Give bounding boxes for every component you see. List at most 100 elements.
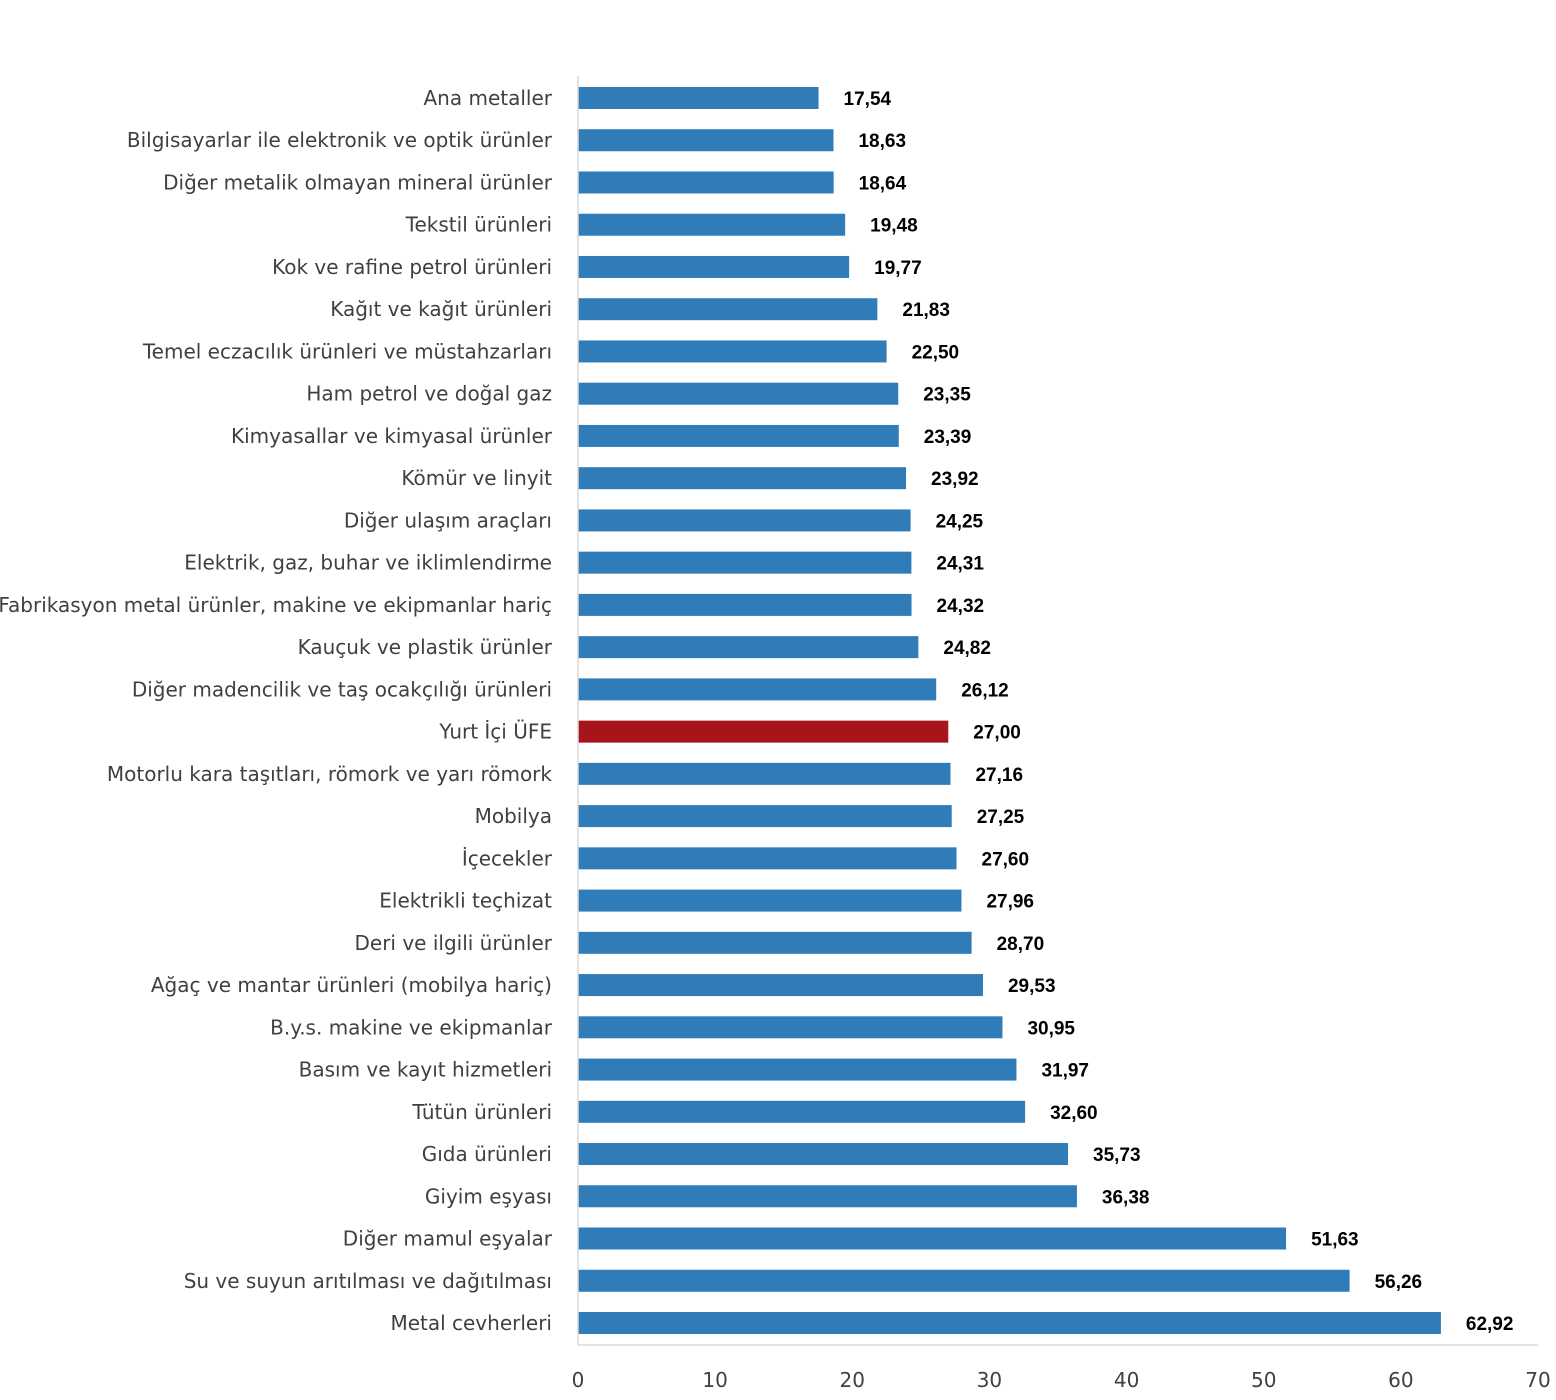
bar [578, 255, 850, 278]
bar [578, 382, 899, 405]
data-label: 62,92 [1466, 1314, 1514, 1335]
category-label: Tütün ürünleri [411, 1100, 552, 1124]
category-label: Giyim eşyası [425, 1184, 552, 1208]
category-label: Kok ve rafine petrol ürünleri [272, 255, 552, 279]
bar [578, 171, 834, 194]
category-label: Ağaç ve mantar ürünleri (mobilya hariç) [151, 973, 552, 997]
data-label: 27,16 [975, 765, 1023, 786]
bar [578, 1143, 1069, 1166]
data-label: 17,54 [844, 89, 892, 110]
category-label: Diğer madencilik ve taş ocakçılığı ürünl… [132, 677, 552, 701]
x-tick-label: 60 [1388, 1368, 1413, 1392]
bar [578, 678, 937, 701]
bar [578, 298, 878, 321]
category-label: Diğer metalik olmayan mineral ürünler [163, 170, 553, 194]
data-label: 24,25 [936, 511, 984, 532]
bar [578, 847, 957, 870]
data-label: 51,63 [1311, 1230, 1359, 1251]
data-label: 24,82 [943, 638, 991, 659]
category-label: Motorlu kara taşıtları, römork ve yarı r… [107, 762, 553, 786]
bar [578, 889, 962, 912]
bar [578, 424, 899, 447]
data-label: 18,63 [858, 131, 906, 152]
bar [578, 551, 912, 574]
category-label: Ana metaller [424, 86, 553, 110]
x-tick-label: 20 [840, 1368, 865, 1392]
data-label: 24,32 [937, 596, 985, 617]
data-label: 27,00 [973, 723, 1021, 744]
data-label: 21,83 [902, 300, 950, 321]
category-label: Bilgisayarlar ile elektronik ve optik ür… [127, 128, 553, 152]
data-label: 30,95 [1027, 1018, 1075, 1039]
data-label: 27,96 [986, 892, 1034, 913]
data-label: 56,26 [1375, 1272, 1423, 1293]
x-tick-label: 30 [977, 1368, 1002, 1392]
bar [578, 805, 952, 828]
category-label: Temel eczacılık ürünleri ve müstahzarlar… [142, 339, 552, 363]
bar [578, 1312, 1441, 1334]
bar [578, 129, 834, 152]
data-label: 23,92 [931, 469, 979, 490]
data-label: 29,53 [1008, 976, 1056, 997]
category-label: Tekstil ürünleri [405, 213, 552, 237]
bar [578, 720, 949, 743]
x-tick-label: 0 [572, 1368, 585, 1392]
bar [578, 636, 919, 659]
category-label: Kimyasallar ve kimyasal ürünler [231, 424, 553, 448]
bars-group: Ana metaller 17,54 Bilgisayarlar ile elekt… [0, 86, 1513, 1335]
data-label: 19,48 [870, 216, 918, 237]
category-label: Gıda ürünleri [422, 1142, 552, 1166]
bar [578, 974, 983, 997]
category-label: Yurt İçi ÜFE [438, 720, 552, 744]
category-label: B.y.s. makine ve ekipmanlar [270, 1015, 553, 1039]
data-label: 36,38 [1102, 1187, 1150, 1208]
data-label: 32,60 [1050, 1103, 1098, 1124]
category-label: Diğer ulaşım araçları [344, 508, 552, 532]
data-label: 26,12 [961, 680, 1009, 701]
category-label: Fabrikasyon metal ürünler, makine ve eki… [0, 593, 552, 617]
data-label: 27,60 [982, 849, 1030, 870]
x-tick-label: 70 [1525, 1368, 1550, 1392]
data-label: 24,31 [936, 554, 984, 575]
bar [578, 1227, 1287, 1250]
category-label: Diğer mamul eşyalar [343, 1227, 553, 1251]
category-label: Elektrik, gaz, buhar ve iklimlendirme [184, 551, 552, 575]
category-label: Kömür ve linyit [401, 466, 552, 490]
bar [578, 467, 907, 490]
data-label: 35,73 [1093, 1145, 1141, 1166]
data-label: 28,70 [997, 934, 1045, 955]
bar [578, 593, 912, 616]
bar [578, 1185, 1077, 1208]
category-label: İçecekler [462, 846, 553, 870]
bar [578, 1269, 1350, 1292]
bar [578, 340, 887, 363]
bar [578, 509, 911, 532]
x-axis-ticks: 0 10 20 30 40 50 60 70 [572, 1368, 1551, 1392]
data-label: 23,35 [923, 385, 971, 406]
data-label: 27,25 [977, 807, 1025, 828]
category-label: Kauçuk ve plastik ürünler [298, 635, 553, 659]
bar [578, 1058, 1017, 1081]
x-tick-label: 40 [1114, 1368, 1139, 1392]
bar [578, 87, 819, 109]
category-label: Su ve suyun arıtılması ve dağıtılması [184, 1269, 552, 1293]
category-label: Elektrikli teçhizat [379, 889, 552, 913]
category-label: Mobilya [475, 804, 552, 828]
data-label: 23,39 [924, 427, 972, 448]
data-label: 31,97 [1041, 1061, 1089, 1082]
data-label: 22,50 [912, 342, 960, 363]
bar [578, 1016, 1003, 1039]
data-label: 18,64 [859, 173, 907, 194]
bar [578, 213, 846, 236]
category-label: Basım ve kayıt hizmetleri [299, 1058, 552, 1082]
bar [578, 931, 972, 954]
x-tick-label: 10 [702, 1368, 727, 1392]
category-label: Kağıt ve kağıt ürünleri [330, 297, 552, 321]
data-label: 19,77 [874, 258, 922, 279]
category-label: Metal cevherleri [390, 1311, 552, 1335]
bar [578, 1100, 1026, 1123]
bar [578, 762, 951, 785]
category-label: Deri ve ilgili ürünler [354, 931, 552, 955]
x-tick-label: 50 [1251, 1368, 1276, 1392]
